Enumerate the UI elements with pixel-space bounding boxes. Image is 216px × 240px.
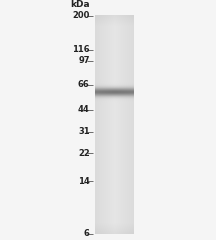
Text: 97: 97 (78, 56, 90, 65)
Text: 31: 31 (78, 127, 90, 136)
Text: 44: 44 (78, 105, 90, 114)
Text: 22: 22 (78, 149, 90, 158)
Text: kDa: kDa (70, 0, 90, 9)
Text: 66: 66 (78, 80, 90, 89)
Text: 200: 200 (72, 11, 90, 20)
Text: 116: 116 (72, 45, 90, 54)
Text: 6: 6 (84, 229, 90, 239)
Text: 14: 14 (78, 177, 90, 186)
